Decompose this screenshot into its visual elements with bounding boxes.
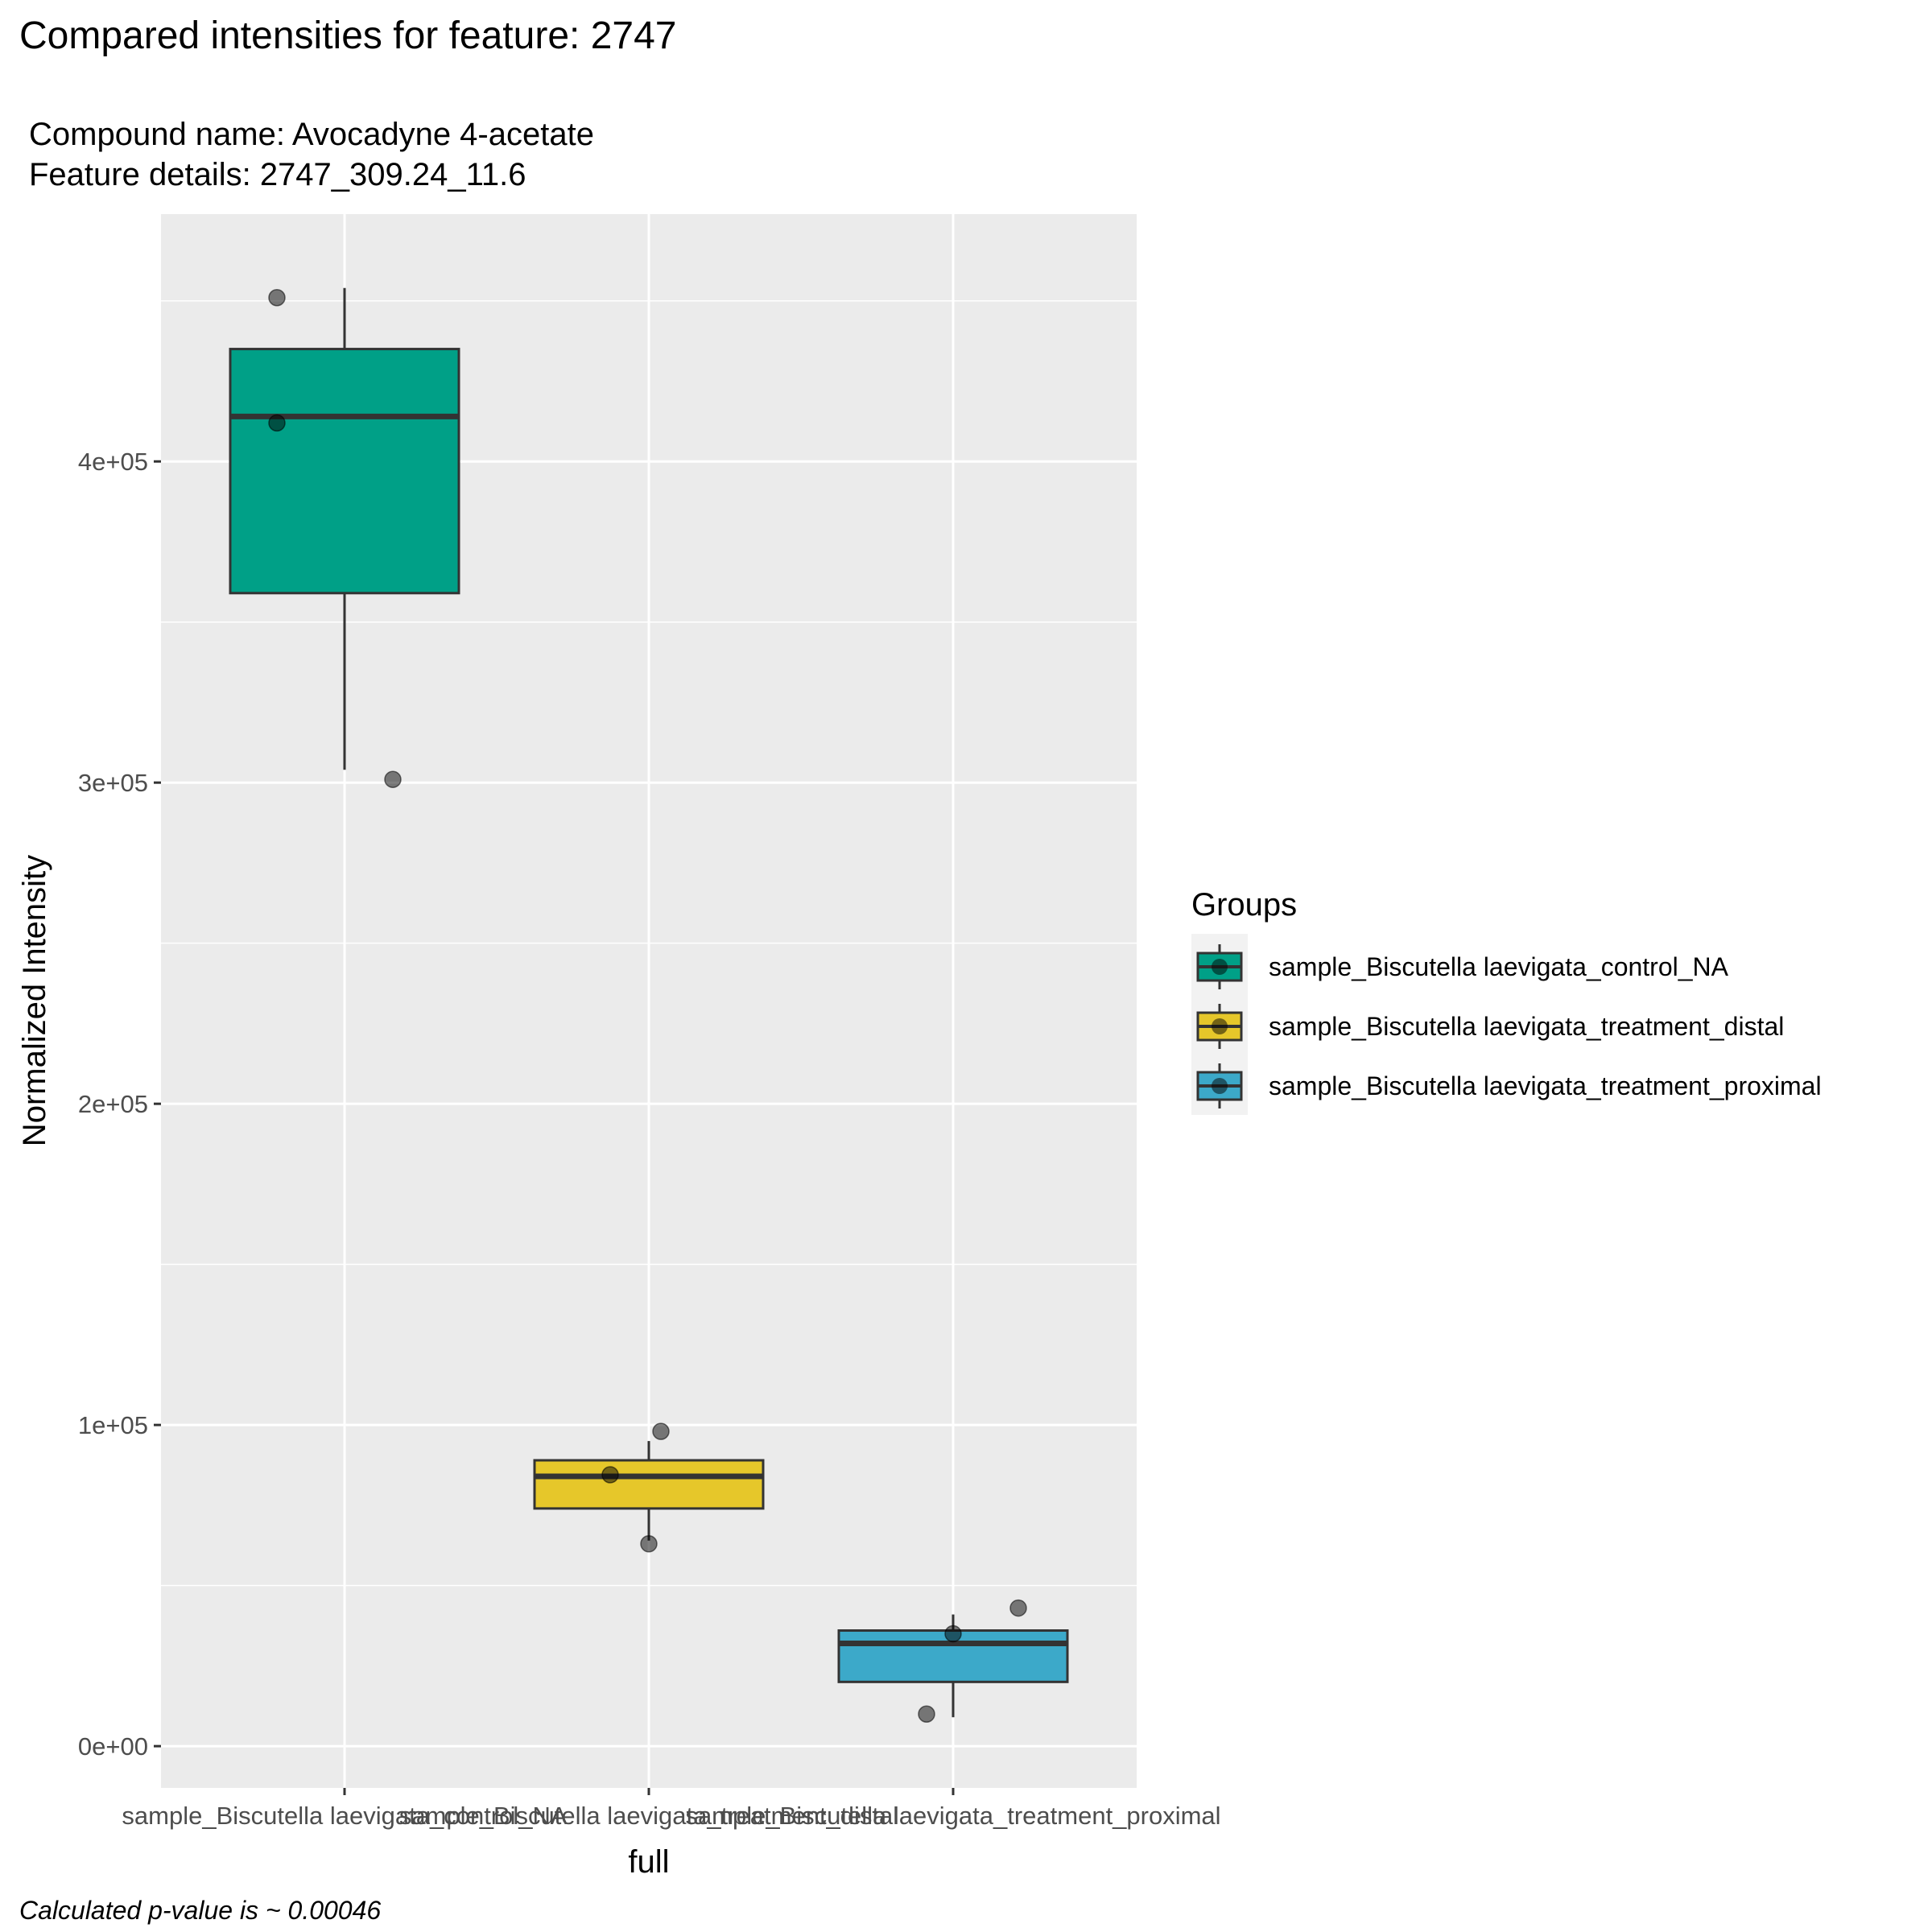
y-axis: 0e+00 1e+05 2e+05 3e+05 4e+05 — [78, 448, 161, 1761]
p-value-caption: Calculated p-value is ~ 0.00046 — [19, 1896, 381, 1925]
legend-key-point — [1212, 959, 1228, 975]
x-tick-label: sample_Biscutella laevigata_treatment_di… — [399, 1802, 898, 1830]
chart-subtitle-feature: Feature details: 2747_309.24_11.6 — [29, 157, 526, 192]
box-iqr — [533, 1459, 765, 1510]
data-points — [268, 288, 1027, 1723]
x-tick-label: sample_Biscutella laevigata_treatment_pr… — [685, 1802, 1220, 1830]
legend-title: Groups — [1191, 887, 1297, 923]
data-point — [944, 1624, 962, 1643]
data-point — [1009, 1599, 1027, 1617]
legend-label: sample_Biscutella laevigata_treatment_pr… — [1269, 1071, 1822, 1100]
data-point — [268, 288, 286, 307]
data-point — [384, 770, 402, 788]
data-point — [601, 1466, 619, 1484]
legend-key-point — [1212, 1078, 1228, 1094]
chart-subtitle-compound: Compound name: Avocadyne 4-acetate — [29, 117, 594, 152]
legend-label: sample_Biscutella laevigata_control_NA — [1269, 952, 1729, 981]
y-tick-label: 3e+05 — [78, 769, 148, 797]
x-axis: sample_Biscutella laevigata_control_NAsa… — [122, 1788, 1221, 1830]
legend-key-point — [1212, 1018, 1228, 1034]
x-axis-title: full — [628, 1844, 669, 1880]
y-tick-label: 1e+05 — [78, 1411, 148, 1439]
y-tick-label: 0e+00 — [78, 1732, 148, 1761]
legend: Groups sample_Biscutella laevigata_contr… — [1191, 887, 1822, 1115]
x-tick-label: sample_Biscutella laevigata_control_NA — [122, 1802, 567, 1830]
y-tick-label: 4e+05 — [78, 448, 148, 476]
y-tick-label: 2e+05 — [78, 1090, 148, 1118]
box-iqr — [229, 348, 460, 595]
data-point — [640, 1535, 658, 1553]
chart-title: Compared intensities for feature: 2747 — [19, 14, 676, 57]
data-point — [268, 414, 286, 432]
legend-label: sample_Biscutella laevigata_treatment_di… — [1269, 1012, 1784, 1041]
data-point — [918, 1705, 935, 1723]
boxplots — [229, 287, 1069, 1718]
data-point — [652, 1422, 670, 1440]
y-axis-title: Normalized Intensity — [17, 855, 52, 1146]
